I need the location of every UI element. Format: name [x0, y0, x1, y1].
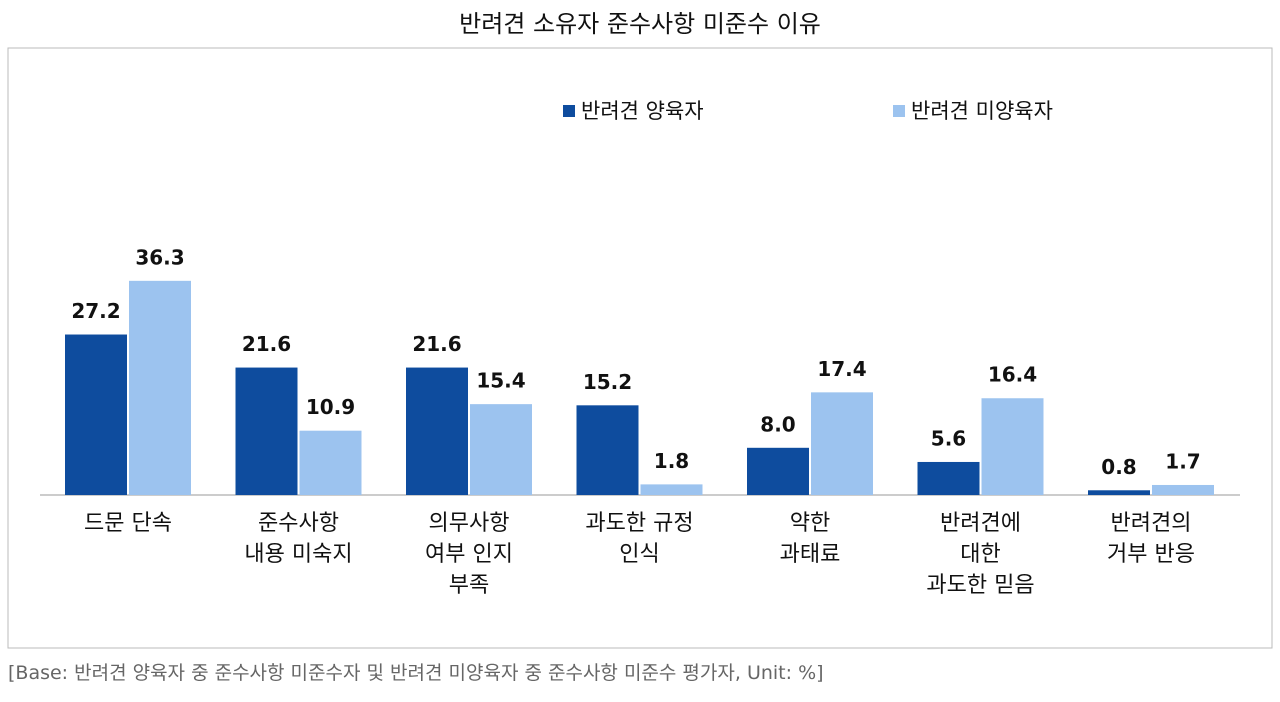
data-label: 5.6: [931, 426, 966, 450]
data-label: 0.8: [1101, 455, 1136, 479]
x-tick-label: 반려견에 대한 과도한 믿음: [926, 511, 1035, 598]
x-tick-label: 준수사항 내용 미숙지: [244, 511, 353, 567]
data-label: 27.2: [71, 299, 120, 323]
data-label: 15.4: [476, 369, 525, 393]
bar: [235, 367, 298, 495]
bar: [981, 398, 1044, 495]
legend-swatch: [893, 105, 905, 117]
bar: [576, 405, 639, 495]
bar: [1152, 484, 1214, 495]
x-tick-label: 과도한 규정 인식: [585, 511, 694, 567]
bar: [747, 447, 809, 495]
data-label: 1.7: [1165, 449, 1200, 473]
data-label: 15.2: [583, 370, 632, 394]
data-label: 17.4: [817, 357, 866, 381]
bar: [129, 280, 191, 495]
data-label: 21.6: [242, 332, 291, 356]
legend-label: 반려견 미양육자: [911, 99, 1053, 123]
data-label: 10.9: [306, 395, 355, 419]
chart-title: 반려견 소유자 준수사항 미준수 이유: [459, 10, 821, 38]
x-tick-label: 반려견의 거부 반응: [1107, 511, 1195, 567]
bar: [811, 392, 873, 495]
legend-label: 반려견 양육자: [581, 99, 704, 123]
legend-swatch: [563, 105, 575, 117]
bar: [470, 404, 532, 495]
bar: [299, 430, 362, 495]
data-label: 1.8: [654, 449, 689, 473]
footnote: [Base: 반려견 양육자 중 준수사항 미준수자 및 반려견 미양육자 중 …: [8, 662, 824, 684]
x-tick-label: 약한 과태료: [779, 511, 841, 567]
data-label: 21.6: [412, 332, 461, 356]
bar: [406, 367, 468, 495]
bar: [65, 334, 127, 495]
data-label: 8.0: [760, 412, 795, 436]
bar: [640, 484, 703, 495]
chart-frame: [7, 47, 1273, 649]
data-label: 36.3: [135, 245, 184, 269]
data-label: 16.4: [988, 363, 1037, 387]
x-tick-label: 의무사항 여부 인지 부족: [425, 511, 513, 598]
x-tick-label: 드문 단속: [84, 511, 172, 536]
bar: [917, 461, 980, 495]
bar: [1088, 490, 1150, 495]
